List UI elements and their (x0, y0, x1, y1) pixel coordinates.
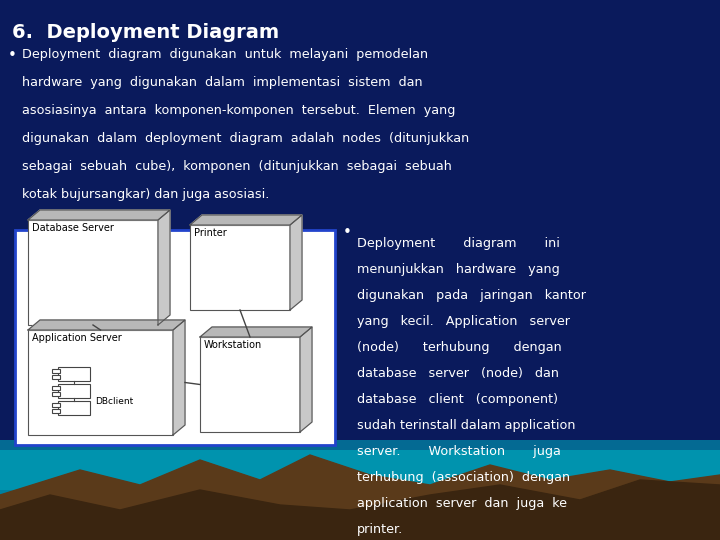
Text: sebagai  sebuah  cube),  komponen  (ditunjukkan  sebagai  sebuah: sebagai sebuah cube), komponen (ditunjuk… (22, 160, 452, 173)
FancyBboxPatch shape (52, 392, 60, 396)
Text: terhubung  (association)  dengan: terhubung (association) dengan (357, 471, 570, 484)
Text: digunakan   pada   jaringan   kantor: digunakan pada jaringan kantor (357, 289, 586, 302)
Text: yang   kecil.   Application   server: yang kecil. Application server (357, 315, 570, 328)
Text: Application Server: Application Server (32, 333, 122, 343)
FancyBboxPatch shape (200, 337, 300, 432)
Text: Printer: Printer (194, 228, 227, 238)
FancyBboxPatch shape (52, 409, 60, 413)
FancyBboxPatch shape (58, 401, 90, 415)
Polygon shape (0, 455, 720, 540)
Polygon shape (300, 327, 312, 432)
Polygon shape (28, 210, 170, 220)
FancyBboxPatch shape (52, 403, 60, 407)
Polygon shape (173, 320, 185, 435)
Polygon shape (158, 210, 170, 325)
FancyBboxPatch shape (15, 230, 335, 445)
FancyBboxPatch shape (28, 220, 158, 325)
Polygon shape (28, 320, 185, 330)
Text: printer.: printer. (357, 523, 403, 536)
FancyBboxPatch shape (52, 369, 60, 373)
Text: Database Server: Database Server (32, 223, 114, 233)
Text: kotak bujursangkar) dan juga asosiasi.: kotak bujursangkar) dan juga asosiasi. (22, 188, 269, 201)
Polygon shape (290, 215, 302, 310)
FancyBboxPatch shape (0, 450, 720, 540)
Text: Deployment  diagram  digunakan  untuk  melayani  pemodelan: Deployment diagram digunakan untuk melay… (22, 48, 428, 61)
Text: Workstation: Workstation (204, 340, 262, 350)
Text: application  server  dan  juga  ke: application server dan juga ke (357, 497, 567, 510)
Text: Deployment       diagram       ini: Deployment diagram ini (357, 237, 560, 250)
Text: menunjukkan   hardware   yang: menunjukkan hardware yang (357, 263, 559, 276)
Polygon shape (190, 215, 302, 225)
Text: DBclient: DBclient (95, 396, 133, 406)
Text: sudah terinstall dalam application: sudah terinstall dalam application (357, 419, 575, 432)
FancyBboxPatch shape (58, 384, 90, 398)
Text: database   client   (component): database client (component) (357, 393, 558, 406)
FancyBboxPatch shape (52, 375, 60, 379)
Text: •: • (343, 225, 352, 240)
Text: •: • (8, 48, 17, 63)
Text: server.       Workstation       juga: server. Workstation juga (357, 445, 561, 458)
Polygon shape (0, 480, 720, 540)
Text: digunakan  dalam  deployment  diagram  adalah  nodes  (ditunjukkan: digunakan dalam deployment diagram adala… (22, 132, 469, 145)
FancyBboxPatch shape (190, 225, 290, 310)
FancyBboxPatch shape (28, 330, 173, 435)
Text: asosiasinya  antara  komponen-komponen  tersebut.  Elemen  yang: asosiasinya antara komponen-komponen ter… (22, 104, 455, 117)
FancyBboxPatch shape (0, 440, 720, 490)
Polygon shape (200, 327, 312, 337)
FancyBboxPatch shape (0, 515, 720, 540)
Text: (node)      terhubung      dengan: (node) terhubung dengan (357, 341, 562, 354)
Text: hardware  yang  digunakan  dalam  implementasi  sistem  dan: hardware yang digunakan dalam implementa… (22, 76, 423, 89)
Text: database   server   (node)   dan: database server (node) dan (357, 367, 559, 380)
Text: 6.  Deployment Diagram: 6. Deployment Diagram (12, 23, 279, 42)
FancyBboxPatch shape (52, 386, 60, 390)
FancyBboxPatch shape (58, 367, 90, 381)
